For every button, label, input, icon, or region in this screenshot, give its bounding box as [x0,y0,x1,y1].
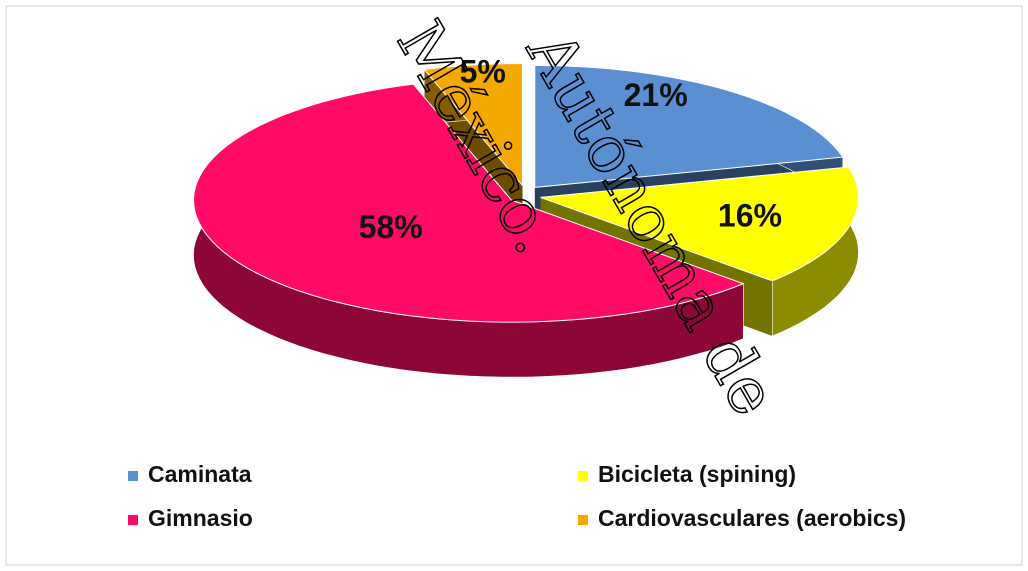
legend-swatch [578,471,588,481]
data-label: 58% [359,209,423,245]
data-label: 21% [624,77,688,113]
legend-label: Cardiovasculares (aerobics) [598,505,906,531]
pie-slice [192,83,745,323]
legend-label: Gimnasio [148,505,253,531]
legend-swatch [128,471,138,481]
legend-swatch [578,515,588,525]
pie-slice [540,166,860,282]
legend-label: Caminata [148,461,252,487]
legend: Caminata Bicicleta (spining) Gimnasio Cardi… [128,461,906,531]
pie: 21% 16% 58% 5% [192,54,860,378]
legend-swatch [128,515,138,525]
pie-slice [534,64,844,188]
legend-label: Bicicleta (spining) [598,461,796,487]
data-label: 16% [718,197,782,233]
data-label: 5% [460,54,506,90]
pie-slice [423,62,524,187]
